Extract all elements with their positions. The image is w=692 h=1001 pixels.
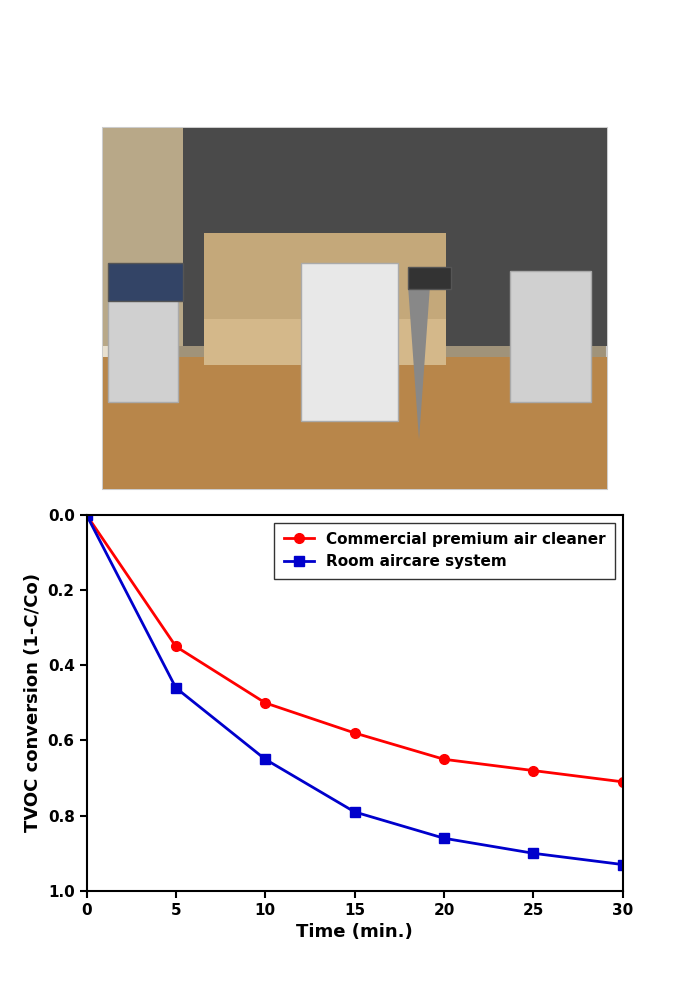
Bar [183, 128, 607, 345]
Commercial premium air cleaner [619, 776, 627, 788]
Room aircare system [529, 847, 538, 859]
Room aircare system [351, 806, 359, 818]
Bar [408, 266, 451, 289]
Bar [102, 128, 183, 345]
Bar [205, 319, 446, 364]
Bar [102, 357, 607, 488]
Room aircare system [619, 859, 627, 871]
Commercial premium air cleaner [440, 754, 448, 766]
Bar [510, 270, 591, 402]
Room aircare system [261, 754, 269, 766]
Bar [102, 338, 167, 488]
Commercial premium air cleaner [172, 641, 180, 653]
Room aircare system [440, 832, 448, 844]
Bar [301, 263, 397, 420]
Bar [108, 263, 183, 300]
Room aircare system [172, 682, 180, 694]
Commercial premium air cleaner [261, 697, 269, 709]
Y-axis label: TVOC conversion (1-C/Co): TVOC conversion (1-C/Co) [24, 574, 42, 833]
Commercial premium air cleaner [82, 509, 91, 521]
Polygon shape [408, 289, 430, 439]
Bar [108, 297, 178, 402]
Commercial premium air cleaner [529, 765, 538, 777]
Legend: Commercial premium air cleaner, Room aircare system: Commercial premium air cleaner, Room air… [275, 523, 615, 579]
Line: Commercial premium air cleaner: Commercial premium air cleaner [82, 511, 628, 787]
X-axis label: Time (min.): Time (min.) [296, 923, 413, 941]
Room aircare system [82, 509, 91, 521]
Line: Room aircare system: Room aircare system [82, 511, 628, 870]
Bar [205, 233, 446, 338]
Commercial premium air cleaner [351, 727, 359, 739]
